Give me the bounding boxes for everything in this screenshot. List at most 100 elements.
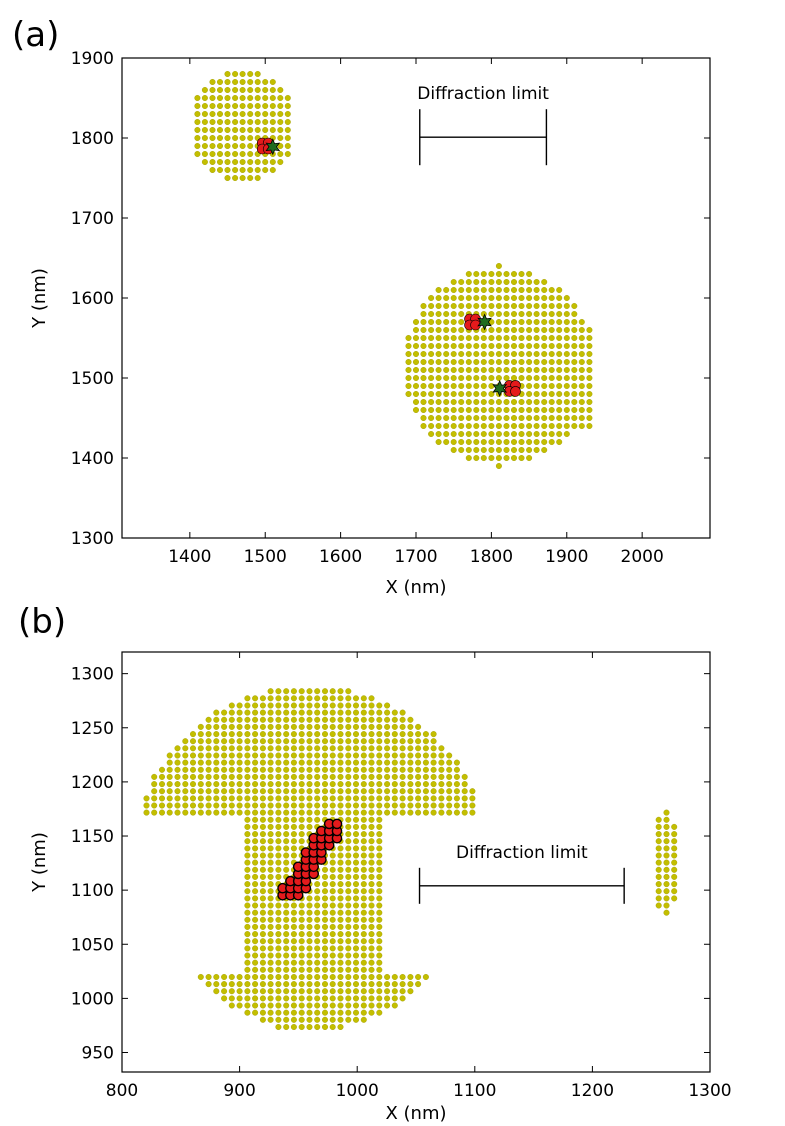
grid-point xyxy=(259,731,266,738)
grid-point xyxy=(259,702,266,709)
grid-point xyxy=(671,895,678,902)
grid-point xyxy=(376,902,383,909)
grid-point xyxy=(533,407,540,414)
grid-point xyxy=(259,938,266,945)
grid-point xyxy=(314,966,321,973)
grid-point xyxy=(232,174,239,181)
grid-point xyxy=(511,295,518,302)
grid-point xyxy=(201,134,208,141)
grid-point xyxy=(298,902,305,909)
grid-point xyxy=(277,118,284,125)
grid-point xyxy=(450,367,457,374)
grid-point xyxy=(236,745,243,752)
grid-point xyxy=(275,731,282,738)
grid-point xyxy=(578,383,585,390)
grid-point xyxy=(368,909,375,916)
grid-point xyxy=(290,781,297,788)
grid-point xyxy=(368,981,375,988)
grid-point xyxy=(443,295,450,302)
grid-point xyxy=(368,923,375,930)
grid-point xyxy=(322,709,329,716)
grid-point xyxy=(174,795,181,802)
grid-point xyxy=(405,375,412,382)
grid-point xyxy=(209,134,216,141)
grid-point xyxy=(158,788,165,795)
grid-point xyxy=(221,766,228,773)
grid-point xyxy=(284,94,291,101)
grid-point xyxy=(345,795,352,802)
grid-point xyxy=(495,303,502,310)
grid-point xyxy=(329,966,336,973)
grid-point xyxy=(322,902,329,909)
grid-point xyxy=(224,166,231,173)
grid-point xyxy=(391,745,398,752)
grid-point xyxy=(353,895,360,902)
grid-point xyxy=(435,351,442,358)
grid-point xyxy=(473,391,480,398)
grid-point xyxy=(277,134,284,141)
grid-point xyxy=(337,852,344,859)
grid-point xyxy=(224,126,231,133)
grid-point xyxy=(275,859,282,866)
grid-point xyxy=(252,723,259,730)
grid-point xyxy=(228,702,235,709)
grid-point xyxy=(329,981,336,988)
grid-point xyxy=(205,738,212,745)
grid-point xyxy=(511,415,518,422)
grid-point xyxy=(314,952,321,959)
grid-point xyxy=(376,831,383,838)
grid-point xyxy=(267,766,274,773)
grid-point xyxy=(322,1023,329,1030)
chart-a-xtick-label: 1800 xyxy=(470,547,513,567)
grid-point xyxy=(329,881,336,888)
grid-point xyxy=(259,723,266,730)
grid-point xyxy=(353,838,360,845)
grid-point xyxy=(252,745,259,752)
grid-point xyxy=(244,752,251,759)
grid-point xyxy=(526,367,533,374)
grid-point xyxy=(337,773,344,780)
grid-point xyxy=(236,995,243,1002)
grid-point xyxy=(275,1002,282,1009)
grid-point xyxy=(430,752,437,759)
grid-point xyxy=(368,838,375,845)
grid-point xyxy=(533,423,540,430)
grid-point xyxy=(259,838,266,845)
grid-point xyxy=(267,745,274,752)
grid-point xyxy=(663,831,670,838)
grid-point xyxy=(360,788,367,795)
grid-point xyxy=(239,142,246,149)
grid-point xyxy=(345,781,352,788)
grid-point xyxy=(236,752,243,759)
grid-point xyxy=(337,1002,344,1009)
grid-point xyxy=(298,923,305,930)
grid-point xyxy=(415,745,422,752)
grid-point xyxy=(314,738,321,745)
grid-point xyxy=(368,752,375,759)
chart-b-ytick-label: 1100 xyxy=(71,881,114,901)
grid-point xyxy=(391,709,398,716)
grid-point xyxy=(277,110,284,117)
grid-point xyxy=(548,407,555,414)
grid-point xyxy=(655,881,662,888)
grid-point xyxy=(420,367,427,374)
grid-point xyxy=(586,359,593,366)
grid-point xyxy=(376,988,383,995)
grid-point xyxy=(446,773,453,780)
grid-point xyxy=(337,859,344,866)
grid-point xyxy=(548,287,555,294)
grid-point xyxy=(322,881,329,888)
grid-point xyxy=(384,773,391,780)
grid-point xyxy=(244,895,251,902)
grid-point xyxy=(166,773,173,780)
grid-point xyxy=(450,375,457,382)
grid-point xyxy=(563,295,570,302)
grid-point xyxy=(329,738,336,745)
grid-point xyxy=(314,995,321,1002)
grid-point xyxy=(213,731,220,738)
grid-point xyxy=(314,888,321,895)
grid-point xyxy=(376,909,383,916)
grid-point xyxy=(428,359,435,366)
grid-point xyxy=(244,959,251,966)
grid-point xyxy=(306,959,313,966)
